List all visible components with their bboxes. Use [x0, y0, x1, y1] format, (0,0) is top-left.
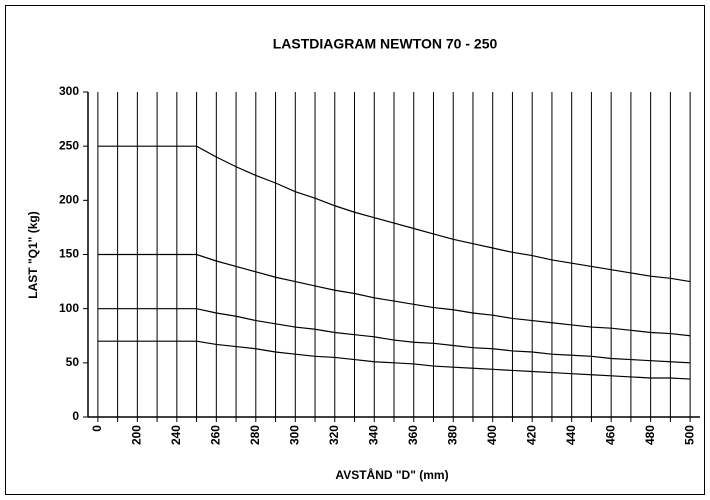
y-tick-label: 100: [59, 301, 79, 315]
x-tick-label: 260: [208, 425, 222, 445]
x-tick-label: 0: [90, 425, 104, 432]
x-tick-label: 360: [406, 425, 420, 445]
chart-title: LASTDIAGRAM NEWTON 70 - 250: [273, 36, 498, 52]
x-tick-label: 200: [130, 425, 144, 445]
series-line: [97, 145, 691, 283]
x-tick-label: 460: [603, 425, 617, 445]
x-tick-label: 280: [248, 425, 262, 445]
y-tick-label: 0: [72, 409, 79, 423]
y-tick-label: 50: [66, 355, 80, 369]
x-tick-label: 340: [366, 425, 380, 445]
x-tick-label: 320: [327, 425, 341, 445]
x-tick-label: 300: [287, 425, 301, 445]
x-tick-label: 480: [643, 425, 657, 445]
series-line: [97, 308, 691, 364]
y-axis-label: LAST "Q1" (kg): [26, 211, 40, 298]
series-line: [97, 340, 691, 380]
y-tick-label: 250: [59, 138, 79, 152]
x-tick-label: 240: [169, 425, 183, 445]
x-tick-label: 420: [524, 425, 538, 445]
series-line: [97, 253, 691, 337]
y-tick-label: 300: [59, 84, 79, 98]
x-tick-label: 400: [485, 425, 499, 445]
x-tick-label: 500: [682, 425, 696, 445]
x-tick-label: 440: [564, 425, 578, 445]
x-tick-label: 380: [445, 425, 459, 445]
x-axis-label: AVSTÅND "D" (mm): [335, 467, 448, 482]
y-tick-label: 200: [59, 193, 79, 207]
y-tick-label: 150: [59, 247, 79, 261]
